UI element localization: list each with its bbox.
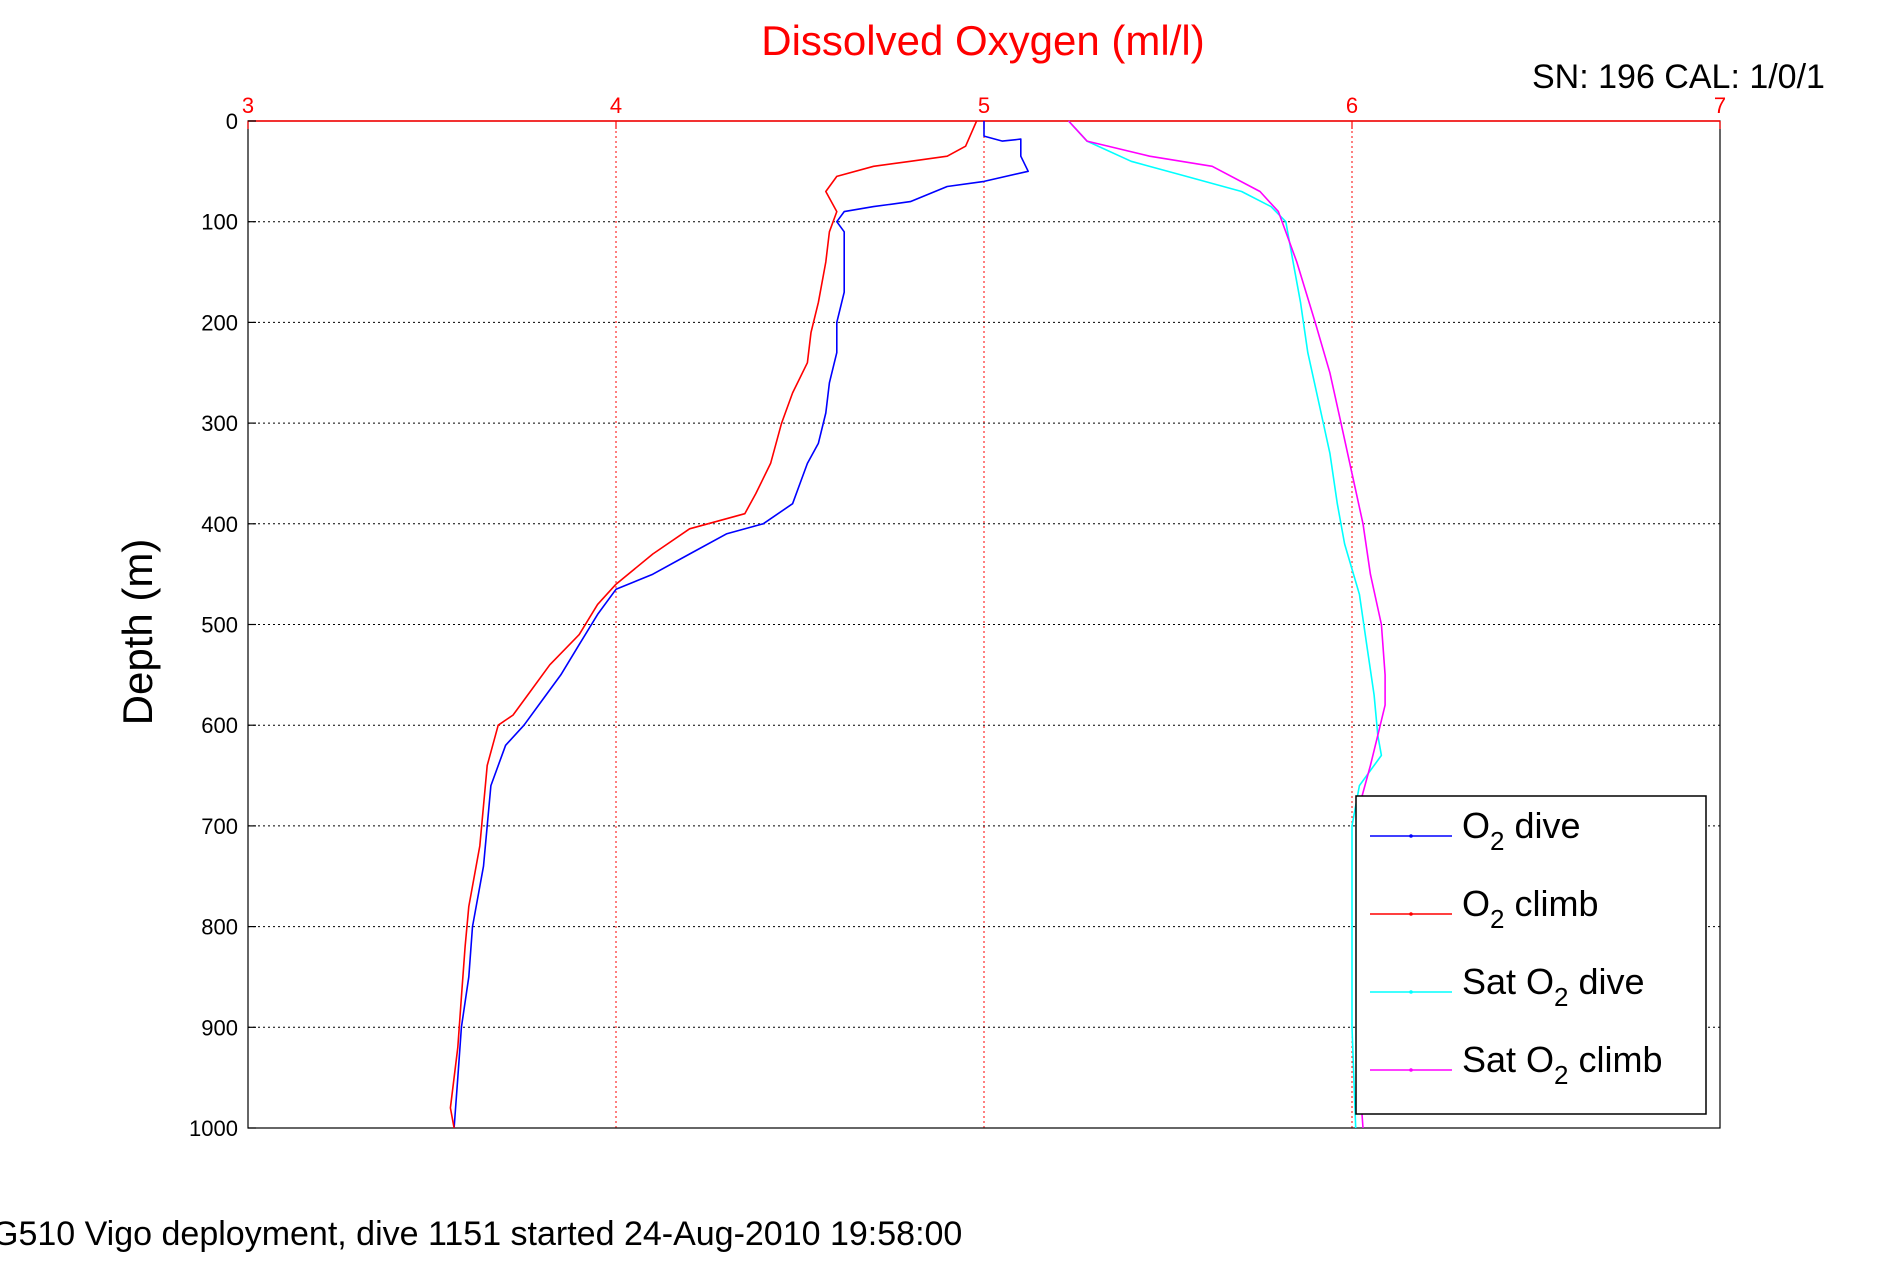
legend-marker bbox=[1409, 834, 1413, 838]
grid-lines bbox=[248, 121, 1720, 1128]
legend-marker bbox=[1409, 912, 1413, 916]
legend-label: Sat O2 dive bbox=[1462, 961, 1645, 1012]
y-tick-label: 900 bbox=[201, 1015, 238, 1040]
y-tick-label: 600 bbox=[201, 713, 238, 738]
y-tick-label: 300 bbox=[201, 411, 238, 436]
x-axis-ticks: 3 4 5 6 7 bbox=[242, 93, 1726, 129]
y-tick-label: 700 bbox=[201, 814, 238, 839]
x-tick-label: 4 bbox=[610, 93, 622, 118]
legend-label: Sat O2 climb bbox=[1462, 1039, 1663, 1090]
footer-caption: G510 Vigo deployment, dive 1151 started … bbox=[0, 1215, 962, 1253]
series-line bbox=[449, 120, 978, 1129]
legend-label: O2 climb bbox=[1462, 883, 1599, 934]
y-tick-label: 400 bbox=[201, 512, 238, 537]
legend-marker bbox=[1409, 990, 1413, 994]
chart-title: Dissolved Oxygen (ml/l) bbox=[761, 17, 1204, 64]
legend: O2 dive O2 climb Sat O2 dive Sat O2 climb bbox=[1355, 795, 1707, 1115]
legend-marker bbox=[1409, 1068, 1413, 1072]
x-tick-label: 6 bbox=[1346, 93, 1358, 118]
y-tick-label: 1000 bbox=[189, 1116, 238, 1141]
x-tick-label: 5 bbox=[978, 93, 990, 118]
y-tick-label: 200 bbox=[201, 310, 238, 335]
y-axis-ticks: 0 100 200 300 400 500 600 700 800 900 1000 bbox=[189, 109, 256, 1141]
serial-calibration-text: SN: 196 CAL: 1/0/1 bbox=[1532, 58, 1825, 96]
series-line bbox=[1068, 120, 1386, 1129]
y-tick-label: 0 bbox=[226, 109, 238, 134]
x-tick-label: 3 bbox=[242, 93, 254, 118]
y-axis-label: Depth (m) bbox=[114, 539, 161, 726]
legend-box bbox=[1355, 795, 1707, 1115]
y-tick-label: 500 bbox=[201, 613, 238, 638]
series-line bbox=[453, 121, 1029, 1129]
x-tick-label: 7 bbox=[1714, 93, 1726, 118]
y-tick-label: 800 bbox=[201, 915, 238, 940]
series-line bbox=[1068, 120, 1383, 1129]
y-tick-label: 100 bbox=[201, 210, 238, 235]
legend-label: O2 dive bbox=[1462, 805, 1581, 856]
